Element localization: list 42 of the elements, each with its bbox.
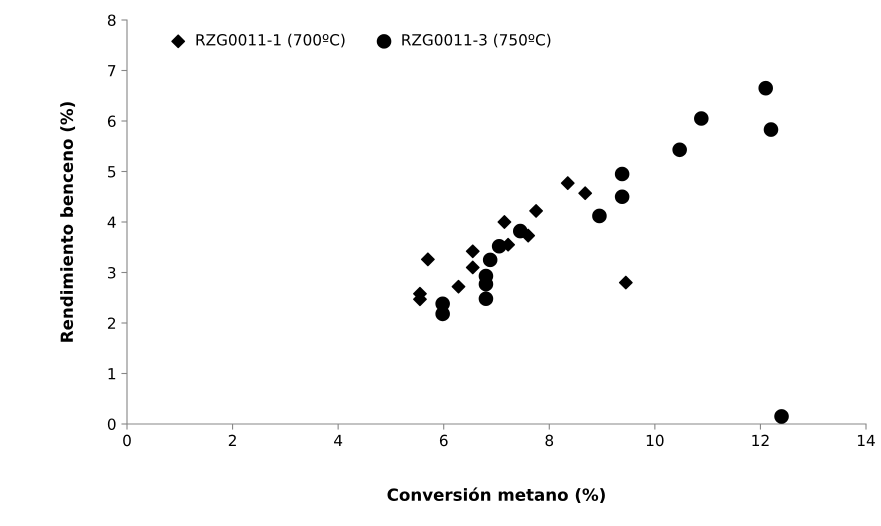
y-tick-label: 8 bbox=[108, 14, 116, 26]
x-tick-label: 4 bbox=[334, 434, 342, 446]
point bbox=[498, 215, 512, 229]
x-tick-label: 8 bbox=[545, 434, 554, 446]
y-tick-label: 1 bbox=[108, 368, 116, 380]
point bbox=[694, 111, 709, 126]
point bbox=[764, 122, 778, 137]
point bbox=[521, 228, 536, 243]
x-tick-label: 6 bbox=[440, 434, 448, 446]
y-axis-title: Rendimiento benceno (%) bbox=[60, 102, 76, 342]
point bbox=[614, 166, 630, 182]
y-tick-label: 5 bbox=[108, 166, 116, 178]
point bbox=[758, 80, 773, 96]
point bbox=[466, 244, 480, 258]
x-tick-label: 14 bbox=[858, 434, 875, 446]
y-tick-label: 0 bbox=[108, 418, 116, 430]
x-axis-title: Conversión metano (%) bbox=[388, 487, 605, 503]
y-tick-label: 7 bbox=[108, 65, 116, 76]
point bbox=[774, 409, 789, 424]
y-tick-label: 6 bbox=[108, 115, 116, 128]
y-tick-label: 2 bbox=[108, 317, 116, 329]
point bbox=[420, 252, 435, 266]
point bbox=[482, 252, 498, 268]
point bbox=[578, 186, 592, 200]
point bbox=[466, 260, 480, 274]
legend-label: RZG0011-3 (750ºC) bbox=[402, 34, 550, 48]
x-tick-label: 0 bbox=[123, 434, 131, 446]
point bbox=[614, 189, 630, 204]
point bbox=[452, 280, 466, 294]
legend-label: RZG0011-1 (700ºC) bbox=[196, 34, 345, 48]
point bbox=[478, 291, 494, 306]
x-tick-label: 2 bbox=[228, 434, 236, 446]
point bbox=[529, 204, 543, 218]
point bbox=[672, 142, 687, 158]
y-tick-label: 4 bbox=[108, 216, 116, 228]
point bbox=[435, 306, 450, 322]
x-tick-label: 10 bbox=[646, 434, 664, 446]
point bbox=[560, 176, 575, 190]
point bbox=[592, 208, 607, 224]
x-tick-label: 12 bbox=[752, 434, 769, 446]
y-tick-label: 3 bbox=[108, 266, 116, 279]
point bbox=[618, 276, 633, 290]
